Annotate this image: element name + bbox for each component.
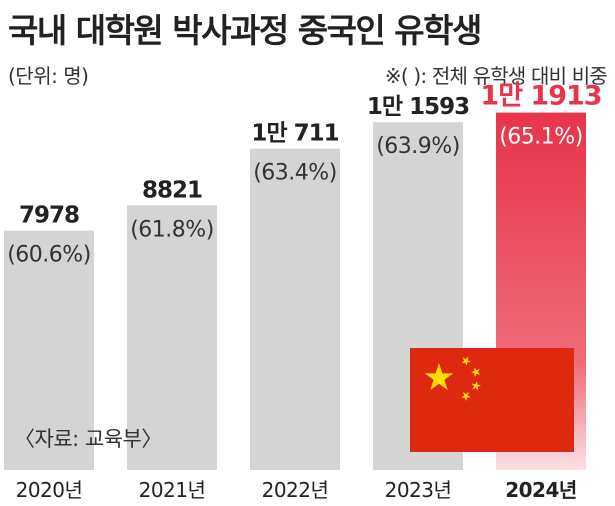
- bar-2021년: [127, 205, 217, 470]
- bar-2020년: [4, 230, 94, 470]
- flag-star: [461, 391, 471, 401]
- flag-field: [410, 348, 574, 452]
- source-label: 〈자료: 교육부〉: [14, 427, 162, 451]
- value-label: 1만 711: [251, 121, 338, 147]
- x-tick-label: 2023년: [385, 478, 452, 502]
- x-tick-label: 2022년: [262, 478, 329, 502]
- bar-2022년: [250, 148, 340, 471]
- share-label: (61.8%): [130, 217, 214, 242]
- x-tick-label: 2020년: [16, 478, 83, 502]
- china-flag-icon: [410, 348, 574, 452]
- share-label: (63.4%): [253, 161, 337, 186]
- share-label: (63.9%): [376, 134, 460, 159]
- share-label: (65.1%): [499, 125, 583, 150]
- flag-star: [471, 367, 481, 377]
- value-label: 1만 1593: [367, 94, 469, 120]
- value-label: 7978: [19, 203, 79, 229]
- share-note: ※( ): 전체 유학생 대비 비중: [384, 64, 608, 88]
- value-label: 1만 1913: [480, 81, 601, 112]
- chart-title: 국내 대학원 박사과정 중국인 유학생: [8, 11, 482, 50]
- unit-label: (단위: 명): [8, 64, 89, 88]
- value-label: 8821: [142, 177, 202, 203]
- flag-star: [424, 363, 454, 391]
- flag-star: [471, 381, 481, 391]
- flag-star: [461, 356, 471, 366]
- x-tick-label: 2021년: [139, 478, 206, 502]
- share-label: (60.6%): [7, 243, 91, 268]
- x-tick-label: 2024년: [505, 478, 577, 502]
